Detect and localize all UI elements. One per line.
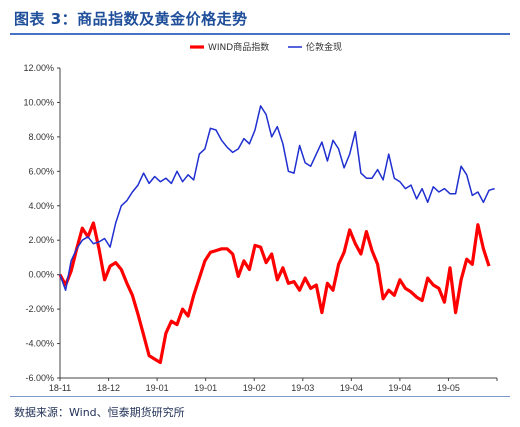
- y-tick-label: 6.00%: [28, 166, 54, 176]
- y-tick-label: -4.00%: [25, 339, 54, 349]
- chart-axes: [59, 68, 497, 379]
- x-tick-label: 19-04: [388, 383, 411, 393]
- y-tick-label: 12.00%: [23, 63, 54, 73]
- chart-series: [58, 105, 495, 365]
- x-tick-label: 19-02: [243, 383, 266, 393]
- x-tick-label: 19-05: [437, 383, 460, 393]
- y-tick-label: 0.00%: [28, 270, 54, 280]
- y-axis-ticks: 12.00% 10.00% 8.00% 6.00% 4.00% 2.00% 0.00% -2.…: [23, 63, 60, 383]
- source-divider: [10, 396, 510, 397]
- wind-commodity-index-line: [58, 221, 491, 365]
- legend-label: 伦敦金现: [306, 41, 342, 53]
- y-tick-label: 2.00%: [28, 235, 54, 245]
- legend-label: WIND商品指数: [208, 41, 269, 53]
- x-tick-label: 18-11: [49, 383, 71, 393]
- x-tick-label: 19-01: [146, 383, 169, 393]
- y-tick-label: -2.00%: [25, 304, 54, 314]
- x-tick-label: 19-04: [340, 383, 363, 393]
- london-gold-spot-line: [59, 105, 495, 291]
- y-tick-label: 8.00%: [28, 132, 54, 142]
- chart-legend: WIND商品指数 伦敦金现: [190, 41, 342, 53]
- x-tick-label: 19-01: [194, 383, 217, 393]
- y-tick-label: 10.00%: [23, 97, 54, 107]
- data-source-note: 数据来源：Wind、恒泰期货研究所: [14, 406, 185, 419]
- x-tick-label: 19-03: [291, 383, 314, 393]
- x-axis-ticks: 18-11 18-12 19-01 19-01 19-02 19-03 19-04 19-04…: [49, 378, 498, 393]
- y-tick-label: 4.00%: [28, 201, 54, 211]
- y-tick-label: -6.00%: [25, 373, 54, 383]
- figure-title: 图表 3：商品指数及黄金价格走势: [14, 10, 248, 28]
- title-underline: [10, 33, 510, 35]
- x-tick-label: 18-12: [97, 383, 120, 393]
